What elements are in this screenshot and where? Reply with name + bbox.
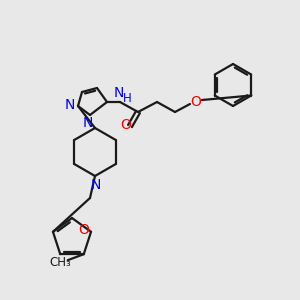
Text: N: N [91, 178, 101, 192]
Text: O: O [190, 95, 201, 109]
Text: N: N [114, 86, 124, 100]
Text: N: N [83, 116, 93, 130]
Text: CH₃: CH₃ [49, 256, 70, 269]
Text: H: H [123, 92, 131, 104]
Text: N: N [65, 98, 75, 112]
Text: O: O [79, 223, 89, 237]
Text: O: O [121, 118, 131, 132]
